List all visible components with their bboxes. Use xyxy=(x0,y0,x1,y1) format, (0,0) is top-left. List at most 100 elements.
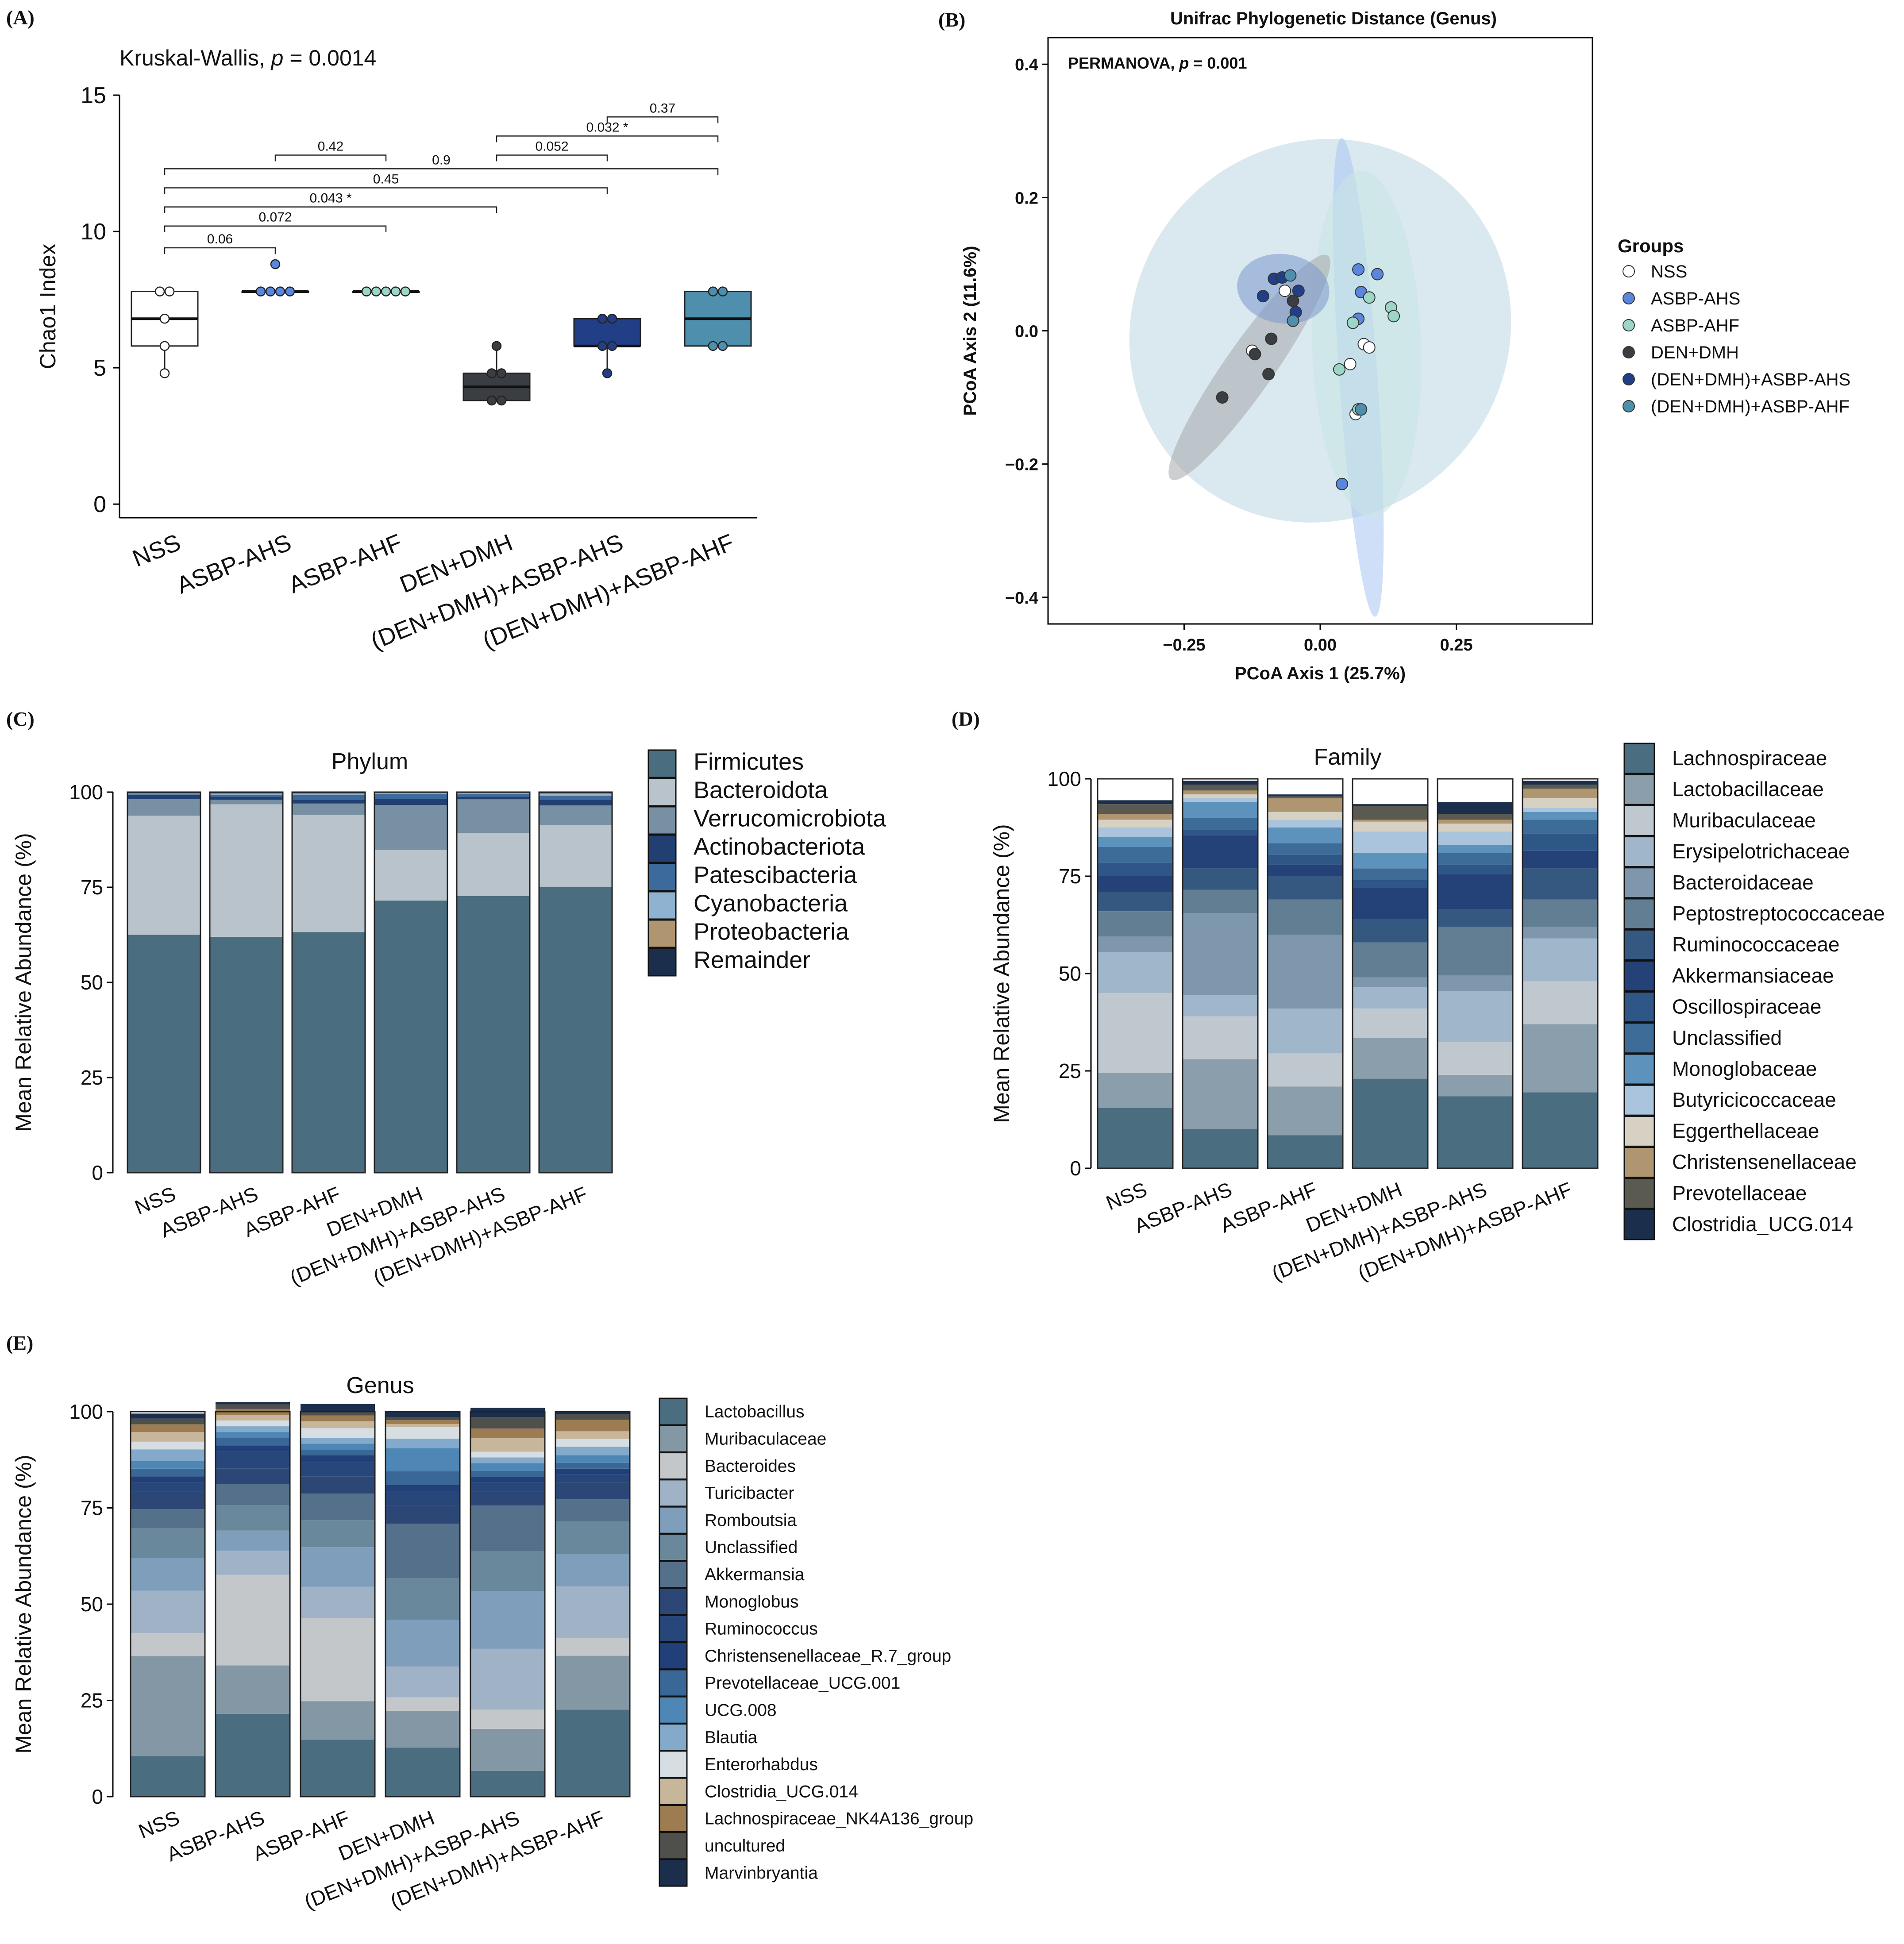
y-tick-label: 50 xyxy=(81,971,103,994)
bar-segment-muribaculaceae xyxy=(555,1655,630,1710)
bar-segment-actinobacteriota xyxy=(127,795,200,799)
bar-segment-marvinbryantia xyxy=(555,1412,630,1414)
bar-segment-patescibacteria xyxy=(539,795,612,800)
legend-swatch xyxy=(659,1723,688,1752)
bar-segment-monoglobus xyxy=(555,1482,630,1500)
bar-segment-unclassified xyxy=(1438,853,1513,865)
legend-swatch xyxy=(659,1777,688,1805)
bar-segment-christensenellaceae-r-7-group xyxy=(470,1477,545,1482)
bar-segment-unclassified xyxy=(131,1528,205,1558)
bar-outline xyxy=(470,1411,546,1798)
bar-outline xyxy=(385,1411,461,1798)
y-tick-label: 75 xyxy=(1059,865,1081,888)
bar-segment-clostridia-ucg-014 xyxy=(301,1421,375,1428)
bar-segment-lactobacillaceae xyxy=(1268,1086,1343,1136)
bar-segment-muribaculaceae xyxy=(301,1701,375,1740)
data-point xyxy=(708,286,718,296)
comparison-p-label: 0.42 xyxy=(318,139,343,154)
bar-segment-unclassified xyxy=(1268,843,1343,855)
kw-test-label: Kruskal-Wallis, xyxy=(119,46,271,70)
legend-label: Lactobacillaceae xyxy=(1672,778,1824,801)
bar-segment-blautia xyxy=(131,1449,205,1461)
chart-title: Family xyxy=(1314,744,1381,770)
bar-segment-butyricicoccaceae xyxy=(1438,831,1513,845)
x-category-label: ASBP-AHF xyxy=(1217,1178,1320,1237)
bar-segment-unclassified xyxy=(555,1521,630,1554)
bar-segment-ruminococcaceae xyxy=(1438,909,1513,927)
bar-segment-uncultured xyxy=(131,1418,205,1424)
panel-letter-e: (E) xyxy=(6,1332,33,1354)
bar-segment-erysipelotrichaceae xyxy=(1268,1009,1343,1054)
bar-outline xyxy=(1437,778,1514,1169)
data-point xyxy=(285,286,295,296)
bar-segment-ruminococcaceae xyxy=(1183,868,1258,890)
data-point xyxy=(597,313,608,324)
legend-label: Lactobacillus xyxy=(705,1402,804,1421)
bar-segment-muribaculaceae xyxy=(131,1656,205,1756)
data-point xyxy=(164,286,175,296)
bar-segment-akkermansiaceae xyxy=(1522,851,1598,869)
bar-segment-clostridia-ucg-014 xyxy=(1268,794,1343,797)
bar-segment-lachnospiraceae-nk4a136-group xyxy=(301,1415,375,1421)
scatter-point-asbp-ahs xyxy=(1352,263,1365,276)
kruskal-wallis-annotation: Kruskal-Wallis, p = 0.0014 xyxy=(119,46,376,70)
legend-swatch xyxy=(648,806,677,835)
bar-segment-prevotellaceae-ucg-001 xyxy=(385,1471,460,1485)
bar-segment-erysipelotrichaceae xyxy=(1438,991,1513,1042)
bar-segment-clostridia-ucg-014 xyxy=(385,1424,460,1427)
bar-segment-unclassified xyxy=(470,1551,545,1591)
bar-segment-clostridia-ucg-014 xyxy=(1438,802,1513,814)
scatter-point-den-dmh-asbp-ahs xyxy=(1292,285,1305,297)
bar-segment-bacteroidaceae xyxy=(1183,913,1258,995)
comparison-bracket xyxy=(164,225,387,232)
bar-segment-lachnospiraceae-nk4a136-group xyxy=(470,1428,545,1439)
bar-segment-peptostreptococcaceae xyxy=(1098,911,1173,937)
legend-swatch xyxy=(1623,991,1655,1023)
bar-segment-proteobacteria xyxy=(127,793,200,794)
family-stacked-bar-chart: Family 0 25 50 75 100 Mean Relative Abundance … xyxy=(989,743,1885,1285)
bar-segment-uncultured xyxy=(216,1404,290,1409)
bar-segment-lachnospiraceae-nk4a136-group xyxy=(385,1420,460,1424)
bar-segment-marvinbryantia xyxy=(470,1408,545,1417)
bar-outline xyxy=(130,1411,206,1798)
bar-segment-christensenellaceae xyxy=(1353,820,1428,822)
legend-swatch xyxy=(648,862,677,892)
scatter-point-asbp-ahf xyxy=(1388,310,1400,323)
data-point xyxy=(159,313,170,324)
bar-segment-ruminococcaceae xyxy=(1522,868,1598,900)
bar-segment-akkermansia xyxy=(385,1524,460,1578)
bar-segment-lactobacillus xyxy=(555,1709,630,1797)
data-point xyxy=(371,286,382,296)
y-axis-title: Mean Relative Abundance (%) xyxy=(989,824,1014,1123)
legend-title: Groups xyxy=(1618,235,1684,256)
legend-label: Monoglobus xyxy=(705,1592,798,1611)
bar-segment-cyanobacteria xyxy=(210,794,283,795)
bar-segment-blautia xyxy=(216,1426,290,1432)
legend-swatch xyxy=(659,1560,688,1589)
legend-label: (DEN+DMH)+ASBP-AHF xyxy=(1651,397,1850,416)
bar-segment-peptostreptococcaceae xyxy=(1183,889,1258,913)
phylum-stacked-bar-chart: Phylum 0 25 50 75 100 Mean Relative Abundance … xyxy=(11,749,886,1290)
legend-swatch xyxy=(659,1506,688,1534)
legend-label: Lachnospiraceae_NK4A136_group xyxy=(705,1809,973,1829)
bar-segment-actinobacteriota xyxy=(210,797,283,800)
bar-segment-clostridia-ucg-014 xyxy=(216,1414,290,1421)
legend-label: UCG.008 xyxy=(705,1701,777,1720)
x-category-label: ASBP-AHS xyxy=(173,529,295,599)
bar-segment-ruminococcus xyxy=(131,1482,205,1492)
legend-swatch xyxy=(648,947,677,977)
bar-segment-patescibacteria xyxy=(457,794,530,797)
legend-label: Erysipelotrichaceae xyxy=(1672,840,1850,863)
panel-letter-c: (C) xyxy=(6,708,35,730)
bar-segment-prevotellaceae-ucg-001 xyxy=(131,1468,205,1477)
x-category-label: NSS xyxy=(131,1182,179,1219)
bar-segment-enterorhabdus xyxy=(555,1439,630,1447)
x-tick-label: 0.25 xyxy=(1440,636,1473,654)
bar-segment-actinobacteriota xyxy=(539,800,612,806)
bar-segment-verrucomicrobiota xyxy=(292,803,365,815)
bar-outline xyxy=(1267,778,1344,1169)
bar-segment-clostridia-ucg-014 xyxy=(555,1431,630,1439)
bar-segment-ruminococcaceae xyxy=(1268,876,1343,900)
bar-segment-oscillospiraceae xyxy=(1353,880,1428,888)
